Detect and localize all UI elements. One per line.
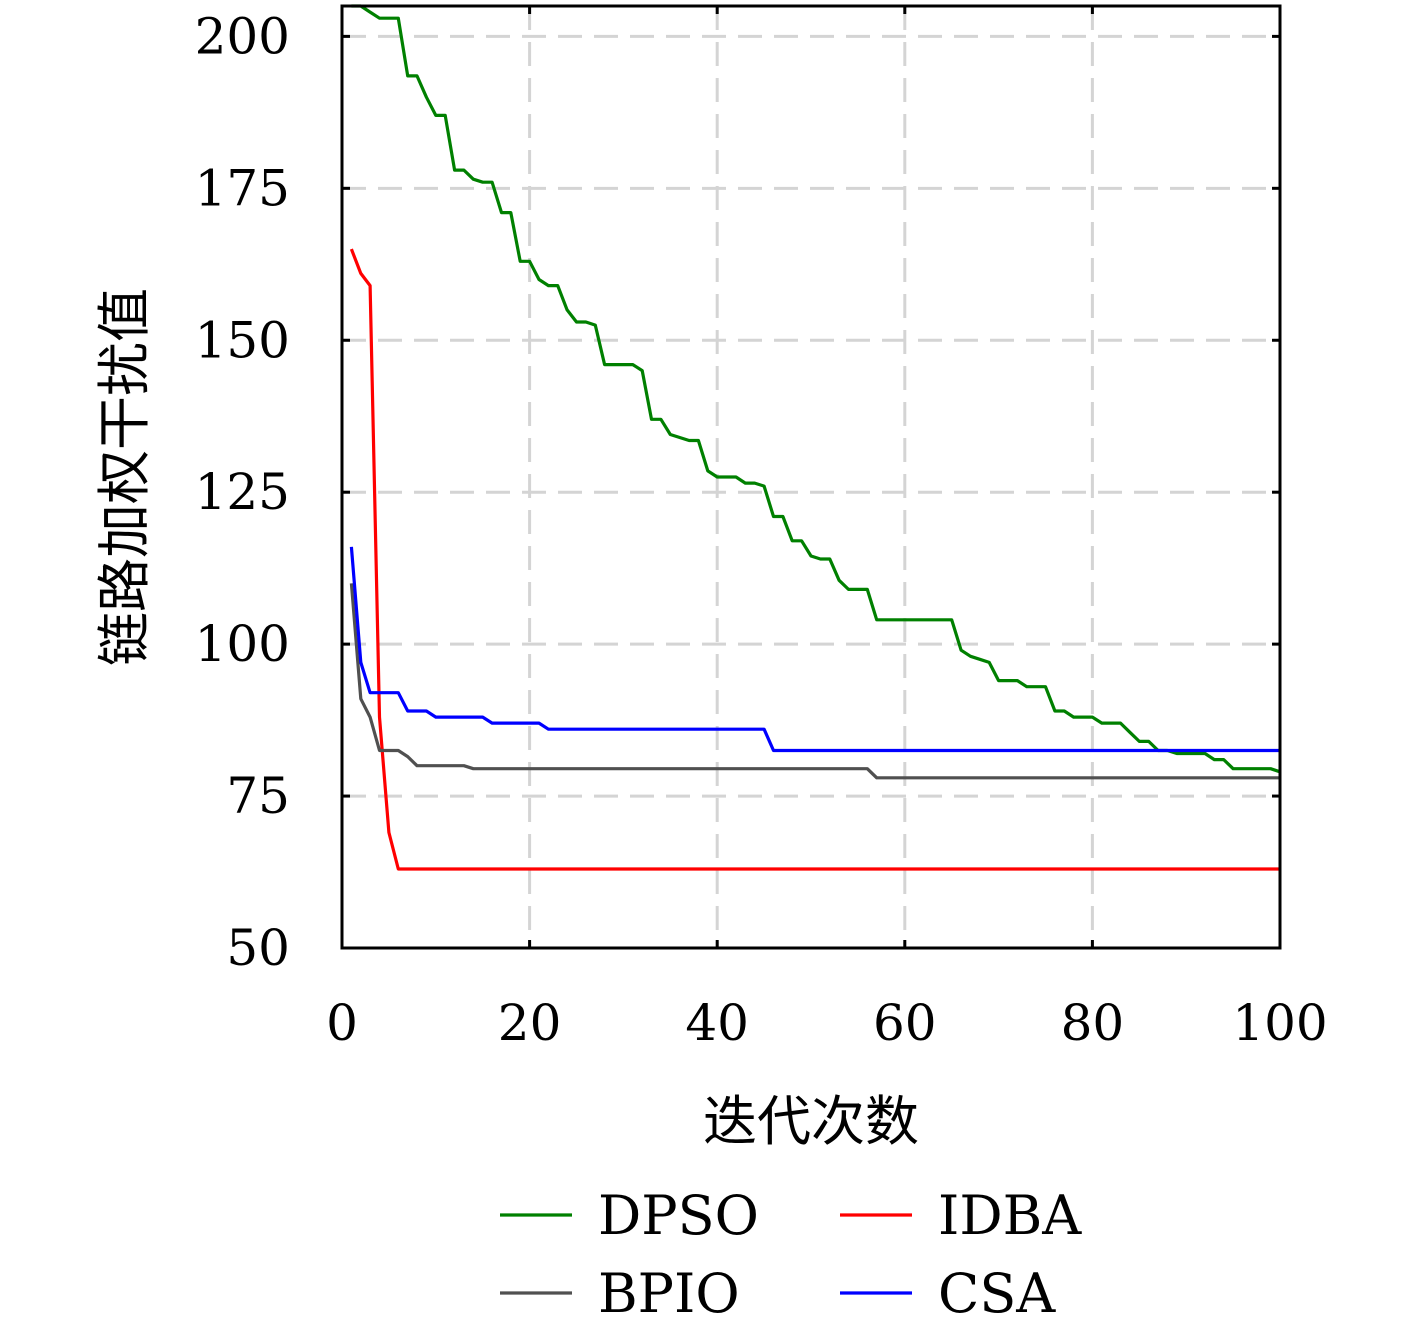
series-lines xyxy=(349,4,1281,871)
legend-label-csa: CSA xyxy=(938,1262,1056,1323)
ticks xyxy=(340,6,1282,950)
x-tick-label: 20 xyxy=(498,994,562,1052)
tick-labels: 0 20 40 60 80 100 50 75 100 125 150 175 200 xyxy=(195,7,1328,1052)
series-line-csa xyxy=(349,546,1280,753)
legend-label-idba: IDBA xyxy=(938,1184,1082,1247)
x-tick-label: 100 xyxy=(1232,994,1327,1052)
series-line-bpio xyxy=(349,583,1280,780)
x-tick-label: 40 xyxy=(685,994,749,1052)
legend: DPSO IDBA BPIO CSA xyxy=(500,1184,1082,1323)
legend-label-dpso: DPSO xyxy=(598,1184,759,1247)
x-tick-label: 60 xyxy=(873,994,937,1052)
y-tick-label: 175 xyxy=(195,159,290,217)
series-line-idba xyxy=(349,248,1280,871)
y-tick-label: 75 xyxy=(226,767,290,825)
grid xyxy=(342,6,1280,948)
legend-label-bpio: BPIO xyxy=(598,1262,740,1323)
plot-frame xyxy=(340,4,1282,950)
y-tick-label: 150 xyxy=(195,311,290,369)
y-tick-label: 125 xyxy=(195,463,290,521)
x-tick-label: 0 xyxy=(326,994,358,1052)
x-tick-label: 80 xyxy=(1061,994,1125,1052)
y-tick-label: 50 xyxy=(226,919,290,977)
y-axis-title: 链路加权干扰值 xyxy=(93,288,156,666)
y-tick-label: 200 xyxy=(195,7,290,65)
x-axis-title: 迭代次数 xyxy=(703,1090,919,1153)
series-line-dpso xyxy=(351,4,1281,774)
y-tick-label: 100 xyxy=(195,615,290,673)
